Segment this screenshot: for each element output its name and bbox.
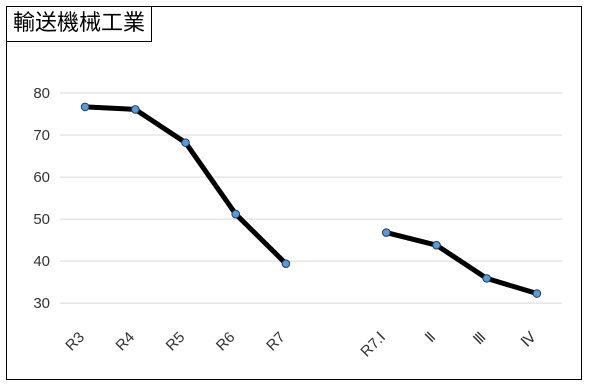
x-tick-label: R3 (62, 329, 88, 355)
x-tick-label: Ⅳ (518, 329, 540, 351)
data-point (231, 209, 240, 219)
data-point (482, 274, 492, 283)
x-tick-label: Ⅱ (422, 329, 439, 346)
y-tick-label: 70 (33, 127, 50, 144)
series-line-segment (82, 104, 289, 267)
x-tick-label: R4 (113, 329, 139, 355)
data-point (80, 102, 90, 112)
y-tick-label: 50 (33, 211, 50, 228)
x-axis-ticks: R3 R4 R5 R6 R7 R7.Ⅰ Ⅱ Ⅲ Ⅳ (62, 329, 539, 361)
data-point (281, 259, 291, 268)
series-line-segment (383, 230, 540, 297)
y-axis-ticks: 30 40 50 60 70 80 (33, 85, 50, 312)
y-tick-label: 30 (33, 295, 50, 312)
x-tick-label: R5 (163, 329, 189, 355)
x-tick-label: R6 (213, 329, 239, 355)
y-tick-label: 80 (33, 85, 50, 102)
x-tick-label: R7 (263, 329, 289, 355)
y-tick-label: 40 (33, 253, 50, 270)
data-point (382, 228, 391, 237)
x-tick-label: R7.Ⅰ (357, 329, 389, 361)
x-tick-label: Ⅲ (470, 329, 489, 348)
chart-frame (6, 6, 582, 380)
gridlines (60, 92, 562, 304)
series-points (80, 102, 542, 298)
y-tick-label: 60 (33, 169, 50, 186)
data-point (181, 138, 190, 147)
chart-title: 輸送機械工業 (6, 6, 153, 42)
data-point (432, 240, 441, 250)
data-point (131, 105, 140, 114)
data-point (532, 289, 542, 298)
